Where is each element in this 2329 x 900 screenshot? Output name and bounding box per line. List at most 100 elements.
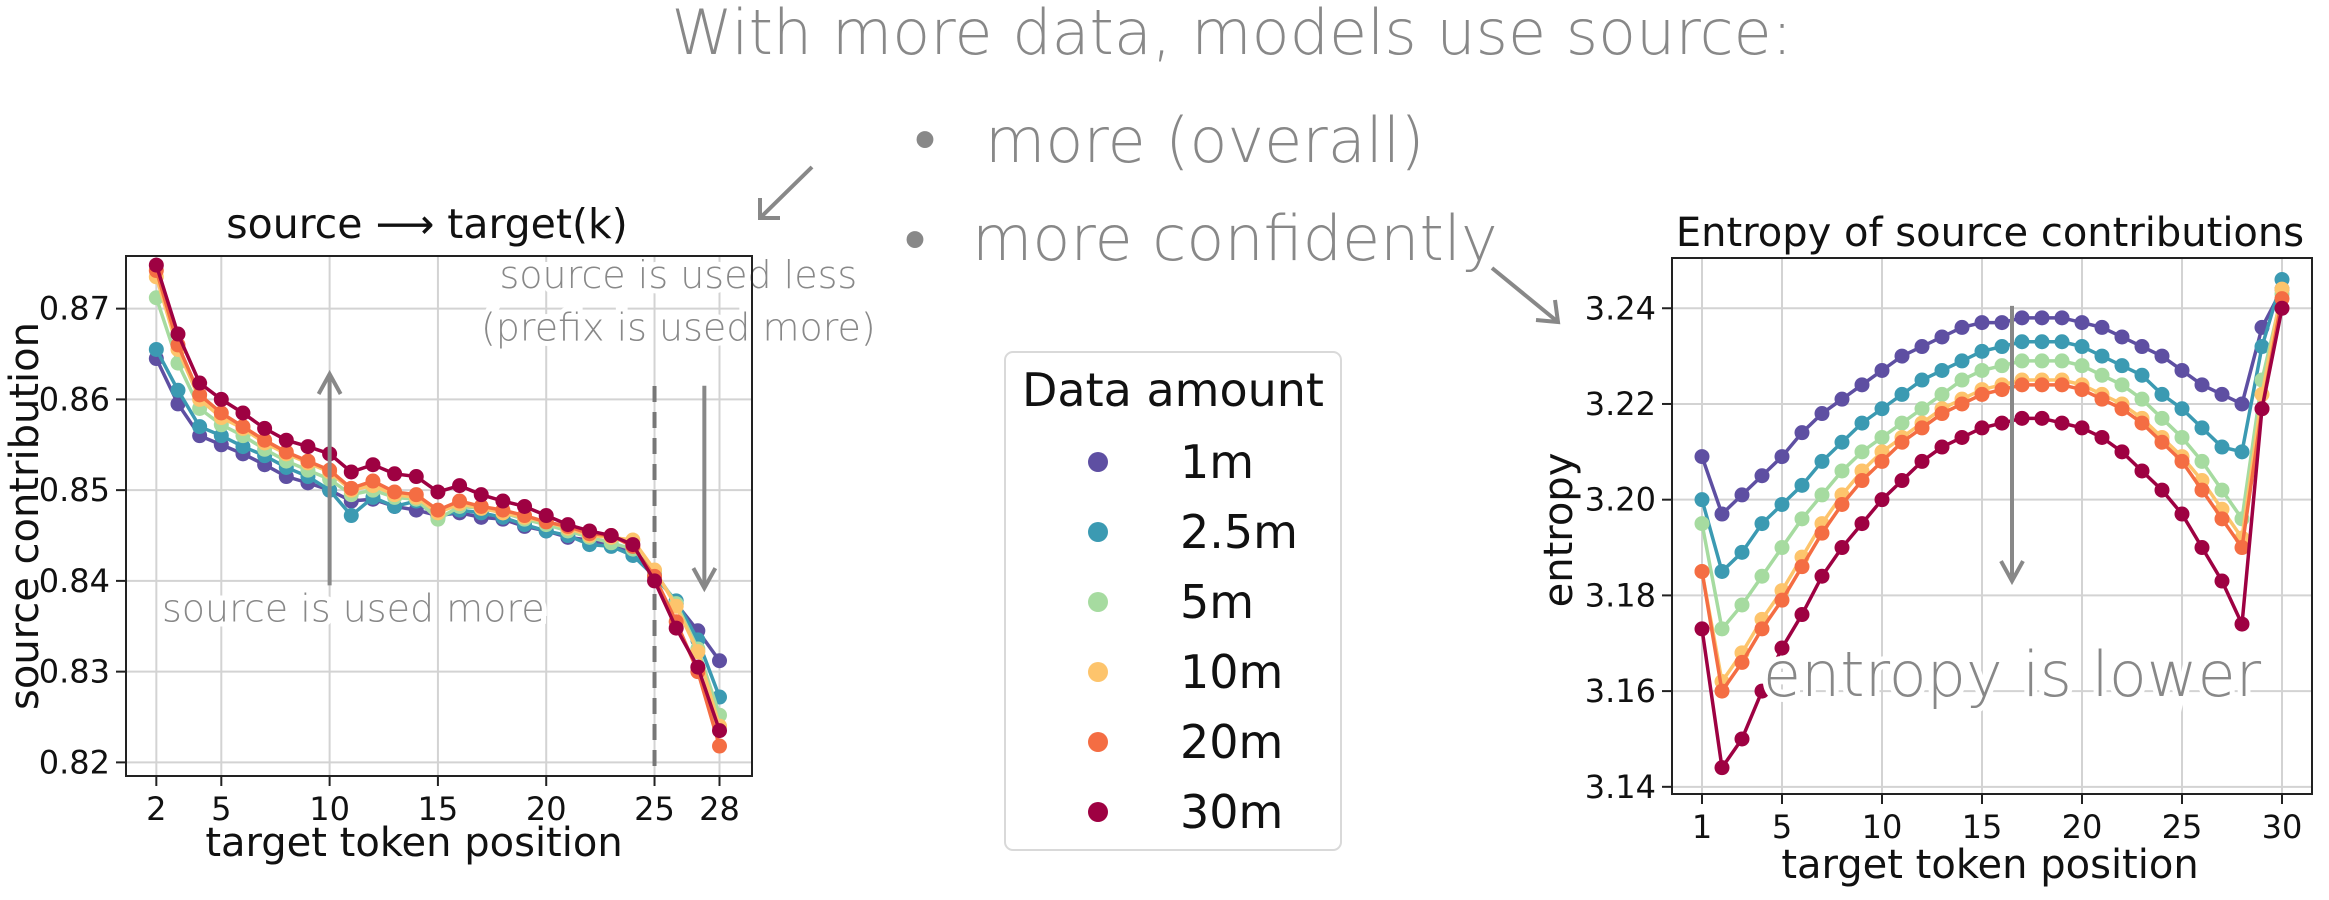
chart-source-contribution: source is used more source is used less (p… [2, 200, 881, 866]
chart2-point [1694, 516, 1710, 532]
chart1-point [278, 432, 294, 448]
chart1-point [517, 498, 533, 514]
chart2-point [1774, 540, 1790, 556]
chart1-xlabel: target token position [205, 820, 622, 866]
chart2-point [1834, 434, 1850, 450]
chart2-point [2094, 429, 2110, 445]
chart2-point [1994, 358, 2010, 374]
chart2-point [2194, 482, 2210, 498]
chart2-point [1814, 406, 1830, 422]
chart2-point [2114, 329, 2130, 345]
chart1-point [192, 387, 208, 403]
chart1-point [235, 419, 251, 435]
legend-marker [1088, 452, 1108, 472]
chart2-point [1914, 420, 1930, 436]
chart2-line-20m [1700, 298, 2284, 696]
chart1-point [365, 473, 381, 489]
chart2-point [1854, 444, 1870, 460]
legend-item-2.5m: 2.5m [1088, 505, 1298, 559]
chart2-point [2114, 377, 2130, 393]
legend-label: 1m [1180, 435, 1254, 489]
bullet-more-confidently: more confidently [972, 202, 1498, 275]
chart1-xtick-label: 5 [211, 790, 231, 828]
chart1-point [170, 382, 186, 398]
chart2-xtick-label: 30 [2262, 808, 2303, 846]
chart2-point [1934, 439, 1950, 455]
chart1-ylabel: source contribution [2, 322, 48, 710]
chart2-point [1774, 449, 1790, 465]
chart1-point [560, 517, 576, 533]
chart2-point [1734, 487, 1750, 503]
chart2-annotations: entropy is lower [1758, 305, 2267, 716]
chart2-point [2194, 377, 2210, 393]
chart1-point [170, 326, 186, 342]
chart2-point [1934, 386, 1950, 402]
chart2-frame [1671, 257, 2313, 795]
chart2-point [1954, 396, 1970, 412]
chart2-point [1874, 429, 1890, 445]
legend-label: 5m [1180, 575, 1254, 629]
chart2-point [2054, 334, 2070, 350]
chart1-point [192, 419, 208, 435]
chart1-point [473, 487, 489, 503]
legend-marker [1088, 592, 1108, 612]
chart1-xtick-label: 2 [146, 790, 166, 828]
chart2-point [1794, 425, 1810, 441]
chart2-ylabel: entropy [1536, 453, 1582, 608]
chart2-point [2054, 310, 2070, 326]
chart2-point [1914, 339, 1930, 355]
chart2-point [1914, 372, 1930, 388]
chart2-point [1974, 343, 1990, 359]
chart2-point [2214, 439, 2230, 455]
chart2-point [1974, 362, 1990, 378]
legend-item-20m: 20m [1088, 715, 1283, 769]
chart1-point [538, 508, 554, 524]
chart2-point [1994, 415, 2010, 431]
chart1-point [647, 573, 663, 589]
chart1-point [343, 508, 359, 524]
legend-box [1004, 351, 1342, 851]
chart1-point [387, 484, 403, 500]
legend-item-10m: 10m [1088, 645, 1283, 699]
legend-items: 1m 2.5m 5m 10m 20m 30m [1088, 435, 1298, 839]
chart1-annotation-text: (prefix is used more) [481, 305, 876, 349]
chart2-point [2234, 396, 2250, 412]
chart1-point [148, 257, 164, 273]
legend-label: 30m [1180, 785, 1283, 839]
chart2-point [1894, 473, 1910, 489]
legend-title: Data amount [1022, 363, 1324, 417]
chart2-point [1754, 683, 1770, 699]
chart2-point [1874, 492, 1890, 508]
chart1-point [473, 498, 489, 514]
chart2-point [2134, 415, 2150, 431]
chart2-point [1794, 559, 1810, 575]
chart1-point [387, 466, 403, 482]
chart1-point [257, 420, 273, 436]
chart2-point [2134, 463, 2150, 479]
chart2-point [1714, 683, 1730, 699]
chart1-xtick-label: 20 [526, 790, 567, 828]
chart2-point [1754, 568, 1770, 584]
chart2-point [2274, 300, 2290, 316]
chart2-point [1854, 415, 1870, 431]
chart2-point [2074, 382, 2090, 398]
chart2-point [2034, 334, 2050, 350]
chart1-point [148, 341, 164, 357]
chart2-point [1694, 563, 1710, 579]
legend-label: 20m [1180, 715, 1283, 769]
chart2-title: Entropy of source contributions [1676, 210, 2304, 256]
legend-marker [1088, 802, 1108, 822]
chart2-point [2214, 573, 2230, 589]
chart1-series-30m [148, 257, 728, 739]
chart1-point [712, 738, 728, 754]
chart2-point [2254, 401, 2270, 417]
chart2-point [1894, 434, 1910, 450]
chart2-point [2014, 410, 2030, 426]
chart2-point [1854, 473, 1870, 489]
chart2-point [1834, 391, 1850, 407]
chart1-point [365, 457, 381, 473]
chart2-point [1874, 453, 1890, 469]
bullet-dot-1: • [914, 102, 936, 175]
chart2-point [1734, 597, 1750, 613]
legend-item-30m: 30m [1088, 785, 1283, 839]
